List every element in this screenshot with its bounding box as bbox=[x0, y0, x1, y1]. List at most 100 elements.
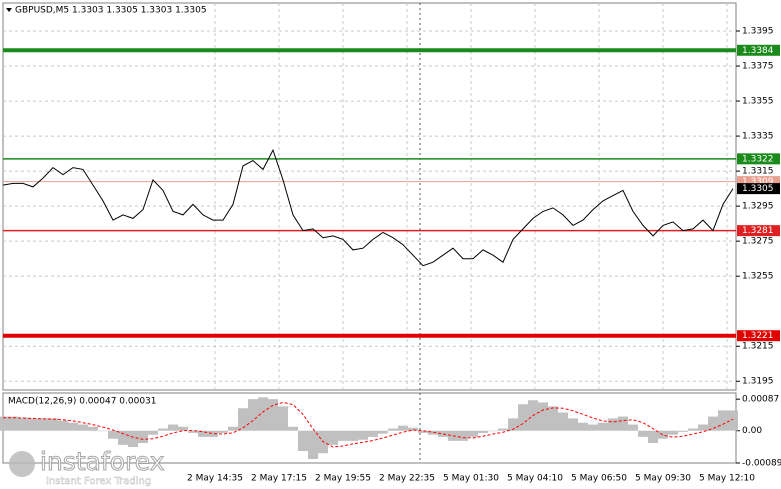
x-tick-label: 2 May 14:35 bbox=[187, 474, 243, 484]
macd-bar bbox=[348, 430, 358, 441]
macd-bar bbox=[618, 416, 628, 431]
macd-bar bbox=[328, 430, 338, 445]
level-label: 1.3384 bbox=[742, 46, 774, 56]
macd-bar bbox=[208, 430, 218, 437]
macd-title: MACD(12,26,9) 0.00047 0.00031 bbox=[8, 397, 157, 407]
y-tick-label: 1.3295 bbox=[742, 202, 774, 212]
level-label-bg bbox=[737, 225, 780, 237]
x-tick-label: 5 May 06:50 bbox=[571, 474, 627, 484]
macd-bar bbox=[458, 430, 468, 441]
macd-bar bbox=[368, 430, 378, 437]
macd-bar bbox=[498, 428, 508, 431]
macd-bar bbox=[18, 417, 28, 431]
y-tick-label: 1.3355 bbox=[742, 97, 774, 107]
macd-bar bbox=[698, 424, 708, 431]
macd-bar bbox=[58, 420, 68, 431]
macd-bar bbox=[338, 430, 348, 441]
macd-bar bbox=[68, 422, 78, 431]
macd-bar bbox=[408, 427, 418, 431]
y-tick-label: 0.00087 bbox=[742, 395, 779, 405]
macd-bar bbox=[558, 412, 568, 431]
signal-line bbox=[3, 401, 734, 448]
level-label-bg bbox=[737, 330, 780, 342]
macd-bar bbox=[218, 430, 228, 433]
y-tick-label: 1.3335 bbox=[742, 132, 774, 142]
macd-bar bbox=[228, 426, 238, 431]
y-tick-label: 1.3215 bbox=[742, 342, 774, 352]
macd-bar bbox=[188, 430, 198, 433]
macd-bar bbox=[298, 430, 308, 452]
x-tick-label: 5 May 12:10 bbox=[699, 474, 755, 484]
macd-bar bbox=[128, 430, 138, 448]
macd-bar bbox=[718, 410, 728, 431]
macd-bar bbox=[578, 422, 588, 431]
macd-bar bbox=[268, 399, 278, 431]
x-tick-label: 2 May 17:15 bbox=[251, 474, 307, 484]
macd-bar bbox=[608, 418, 618, 431]
macd-bar bbox=[678, 430, 688, 432]
macd-bar bbox=[158, 428, 168, 431]
macd-bar bbox=[398, 425, 408, 431]
macd-bar bbox=[488, 430, 498, 432]
y-tick-label: -0.00089 bbox=[742, 459, 781, 469]
y-tick-label: 1.3275 bbox=[742, 237, 774, 247]
level-label: 1.3322 bbox=[742, 154, 774, 164]
grid bbox=[3, 3, 740, 464]
macd-bar bbox=[728, 410, 738, 431]
x-tick-label: 5 May 04:10 bbox=[507, 474, 563, 484]
macd-bar bbox=[388, 428, 398, 431]
macd-bar bbox=[688, 428, 698, 431]
macd-bar bbox=[178, 426, 188, 431]
logo: instaforex bbox=[40, 447, 165, 476]
chart-title: GBPUSD,M5 1.3303 1.3305 1.3303 1.3305 bbox=[15, 6, 207, 16]
macd-bar bbox=[468, 430, 478, 437]
macd-bar bbox=[0, 416, 8, 431]
macd-bar bbox=[48, 418, 58, 431]
watermark: instaforex Instant Forex Trading bbox=[9, 447, 165, 487]
y-tick-label: 1.3315 bbox=[742, 167, 774, 177]
macd-bar bbox=[428, 430, 438, 435]
y-tick-label: 1.3255 bbox=[742, 272, 774, 282]
macd-bar bbox=[308, 430, 318, 460]
level-label: 1.3309 bbox=[742, 177, 774, 187]
macd-bar bbox=[278, 406, 288, 431]
level-label-bg bbox=[737, 153, 780, 165]
macd-bar bbox=[138, 430, 148, 444]
last-price-bg bbox=[737, 183, 780, 195]
y-tick-label: 1.3375 bbox=[742, 62, 774, 72]
level-label-bg bbox=[737, 44, 780, 56]
macd-bar bbox=[648, 430, 658, 444]
menu-icon bbox=[6, 8, 12, 12]
macd-bar bbox=[598, 422, 608, 431]
macd-bar bbox=[418, 430, 428, 433]
macd-bar bbox=[148, 430, 158, 435]
price-panel bbox=[2, 2, 737, 391]
macd-bar bbox=[508, 418, 518, 431]
macd-bar bbox=[658, 430, 668, 439]
level-label-bg bbox=[737, 176, 780, 188]
macd-bar bbox=[38, 418, 48, 431]
x-tick-label: 2 May 19:55 bbox=[315, 474, 371, 484]
macd-bar bbox=[198, 430, 208, 437]
price-line bbox=[2, 148, 734, 267]
x-tick-label: 5 May 01:30 bbox=[443, 474, 499, 484]
macd-bar bbox=[168, 424, 178, 431]
macd-bar bbox=[538, 402, 548, 431]
macd-bar bbox=[258, 397, 268, 431]
macd-bar bbox=[288, 426, 298, 431]
macd-bar bbox=[78, 424, 88, 431]
macd-bar bbox=[108, 430, 118, 439]
y-tick-label: 1.3395 bbox=[742, 27, 774, 37]
macd-bar bbox=[708, 416, 718, 431]
macd-bar bbox=[588, 424, 598, 431]
macd-bar bbox=[478, 430, 488, 433]
y-tick-label: 1.3195 bbox=[742, 377, 774, 387]
macd-bar bbox=[238, 408, 248, 431]
x-tick-label: 2 May 22:35 bbox=[379, 474, 435, 484]
macd-bar bbox=[568, 418, 578, 431]
x-tick-label: 5 May 09:30 bbox=[635, 474, 691, 484]
macd-bar bbox=[548, 406, 558, 431]
plot bbox=[0, 48, 738, 460]
level-label: 1.3281 bbox=[742, 226, 774, 236]
